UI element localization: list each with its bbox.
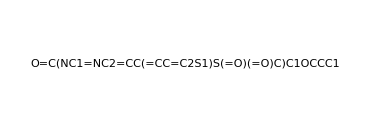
Text: O=C(NC1=NC2=CC(=CC=C2S1)S(=O)(=O)C)C1OCCC1: O=C(NC1=NC2=CC(=CC=C2S1)S(=O)(=O)C)C1OCC… [30,59,340,69]
